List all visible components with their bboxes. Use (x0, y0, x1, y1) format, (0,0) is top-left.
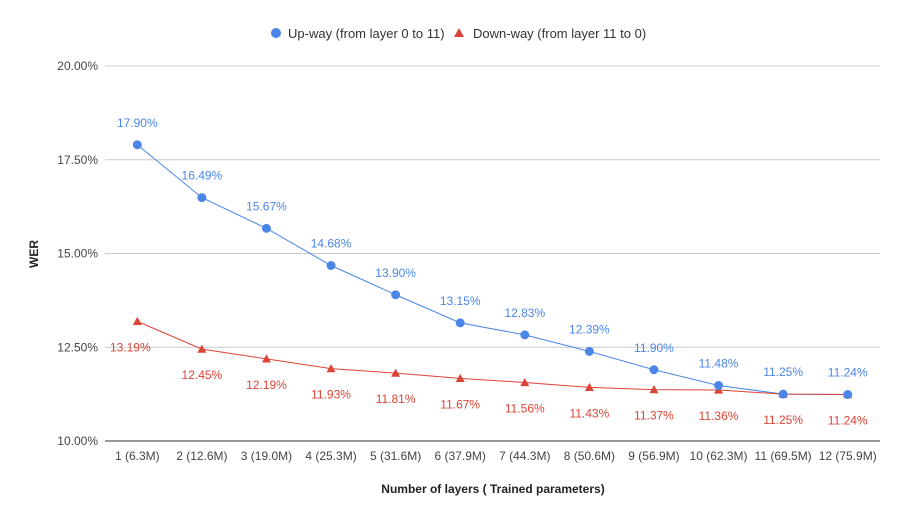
up-way-data-label: 11.24% (828, 366, 868, 380)
up-way-point (391, 290, 401, 300)
y-tick-label: 10.00% (57, 434, 98, 448)
up-way-point (197, 193, 207, 203)
up-way-point (778, 389, 788, 399)
up-way-data-label: 15.67% (246, 199, 287, 213)
down-way-point (649, 385, 659, 394)
down-way-data-label: 12.45% (182, 368, 223, 382)
x-tick-label: 10 (62.3M) (690, 449, 748, 463)
down-way-point (197, 344, 207, 353)
series-line-down-way (137, 320, 848, 395)
x-tick-label: 4 (25.3M) (305, 449, 356, 463)
legend-circle-icon (271, 28, 281, 38)
down-way-point (584, 382, 594, 391)
series-lines (136, 144, 848, 395)
down-way-data-label: 11.56% (505, 402, 545, 416)
down-way-data-label: 11.37% (634, 409, 674, 423)
x-tick-label: 6 (37.9M) (435, 449, 486, 463)
up-way-data-label: 11.25% (763, 365, 803, 379)
up-way-data-label: 13.90% (375, 266, 416, 280)
x-tick-label: 7 (44.3M) (499, 449, 550, 463)
down-way-data-label: 11.43% (569, 406, 609, 420)
up-way-point (843, 390, 853, 399)
y-tick-label: 17.50% (57, 153, 98, 167)
y-tick-label: 15.00% (57, 247, 98, 261)
x-tick-label: 1 (6.3M) (115, 449, 160, 463)
down-way-data-label: 11.24% (828, 414, 868, 428)
legend: Up-way (from layer 0 to 11) Down-way (fro… (271, 26, 646, 41)
data-labels: 17.90% 16.49% 15.67% 14.68% 13.90% 13.15% 12.8… (110, 116, 868, 428)
down-way-data-label: 11.25% (763, 413, 803, 427)
up-way-data-label: 17.90% (117, 116, 158, 130)
x-tick-label: 2 (12.6M) (176, 449, 227, 463)
y-axis-title: WER (27, 240, 41, 268)
x-axis-title: Number of layers ( Trained parameters) (381, 482, 604, 496)
up-way-point (714, 381, 724, 390)
up-way-data-label: 16.49% (182, 169, 223, 183)
x-tick-label: 12 (75.9M) (819, 449, 877, 463)
up-way-data-label: 12.39% (569, 322, 610, 336)
y-tick-label: 20.00% (57, 59, 98, 73)
x-axis-ticks: 1 (6.3M) 2 (12.6M) 3 (19.0M) 4 (25.3M) 5 (31… (115, 449, 877, 463)
x-tick-label: 11 (69.5M) (755, 449, 812, 463)
legend-label-down-way: Down-way (from layer 11 to 0) (473, 26, 646, 41)
up-way-point (326, 261, 336, 270)
down-way-data-label: 11.81% (376, 392, 416, 406)
legend-triangle-icon (454, 28, 464, 37)
down-way-data-label: 13.19% (110, 340, 151, 354)
down-way-point (132, 316, 142, 325)
x-tick-label: 9 (56.9M) (628, 449, 679, 463)
down-way-point (455, 373, 465, 382)
up-way-point (455, 318, 465, 328)
down-way-point (261, 354, 271, 363)
down-way-point (391, 368, 401, 377)
down-way-data-label: 11.67% (440, 397, 480, 411)
up-way-data-label: 13.15% (440, 294, 481, 308)
y-axis-ticks: 10.00% 12.50% 15.00% 17.50% 20.00% (57, 59, 98, 448)
up-way-point (261, 223, 271, 233)
up-way-point (649, 365, 659, 375)
up-way-data-label: 11.90% (634, 341, 674, 355)
y-tick-label: 12.50% (57, 340, 98, 354)
x-tick-label: 5 (31.6M) (370, 449, 421, 463)
up-way-data-label: 11.48% (699, 357, 739, 371)
up-way-point (520, 330, 530, 340)
up-way-data-label: 12.83% (504, 306, 545, 320)
gridlines (105, 65, 880, 442)
series-line-up-way (136, 144, 848, 395)
up-way-point (132, 140, 142, 150)
down-way-point (326, 364, 336, 373)
x-tick-label: 3 (19.0M) (241, 449, 292, 463)
down-way-data-label: 12.19% (246, 378, 287, 392)
x-tick-label: 8 (50.6M) (564, 449, 615, 463)
legend-label-up-way: Up-way (from layer 0 to 11) (288, 26, 445, 41)
up-way-data-label: 14.68% (311, 237, 352, 251)
down-way-data-label: 11.36% (699, 409, 739, 423)
up-way-point (584, 346, 594, 356)
down-way-data-label: 11.93% (311, 388, 351, 402)
down-way-point (520, 378, 530, 387)
series-markers (132, 140, 853, 399)
